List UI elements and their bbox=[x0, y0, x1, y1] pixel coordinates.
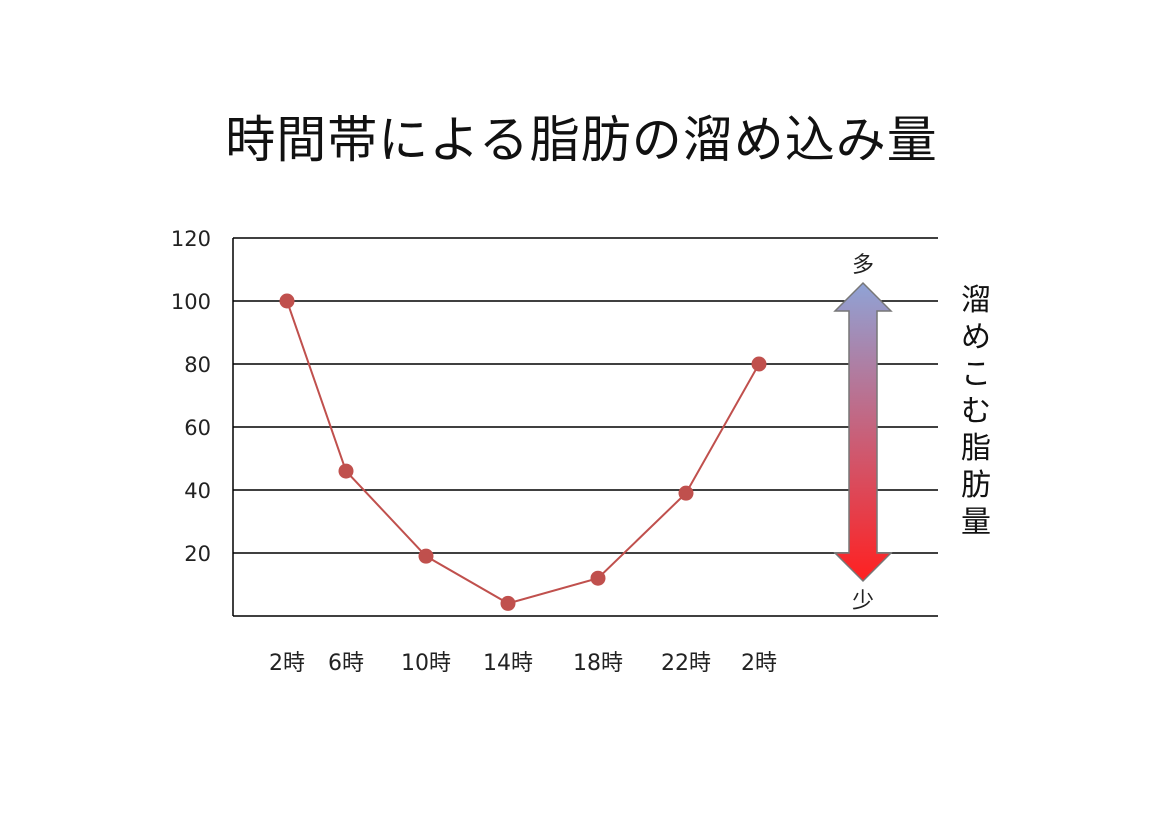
x-tick-labels: 2時 6時 10時 14時 18時 22時 2時 bbox=[269, 651, 777, 676]
double-arrow-icon bbox=[833, 281, 893, 583]
x-tick-label: 2時 bbox=[741, 651, 777, 676]
x-tick-label: 6時 bbox=[328, 651, 364, 676]
series-points bbox=[279, 293, 767, 611]
side-axis-label: 溜めこむ脂肪量 bbox=[961, 283, 991, 540]
data-point bbox=[338, 463, 354, 479]
y-tick-label: 60 bbox=[184, 416, 211, 440]
x-tick-label: 22時 bbox=[661, 651, 711, 676]
y-tick-label: 80 bbox=[184, 353, 211, 377]
x-tick-label: 18時 bbox=[573, 651, 623, 676]
y-tick-label: 100 bbox=[171, 290, 211, 314]
x-tick-label: 14時 bbox=[483, 651, 533, 676]
gridlines bbox=[233, 237, 938, 617]
data-point bbox=[590, 570, 606, 586]
y-tick-label: 20 bbox=[184, 542, 211, 566]
arrow-bottom-label: 少 bbox=[852, 589, 874, 614]
data-point bbox=[279, 293, 295, 309]
x-tick-label: 10時 bbox=[401, 651, 451, 676]
x-tick-label: 2時 bbox=[269, 651, 305, 676]
data-point bbox=[500, 595, 516, 611]
data-point bbox=[418, 548, 434, 564]
data-point bbox=[751, 356, 767, 372]
series-line bbox=[286, 300, 760, 605]
y-tick-label: 120 bbox=[171, 227, 211, 251]
data-point bbox=[678, 485, 694, 501]
arrow-top-label: 多 bbox=[852, 253, 874, 278]
y-tick-labels: 20 40 60 80 100 120 bbox=[171, 227, 211, 566]
chart-title: 時間帯による脂肪の溜め込み量 bbox=[225, 111, 938, 169]
y-tick-label: 40 bbox=[184, 479, 211, 503]
